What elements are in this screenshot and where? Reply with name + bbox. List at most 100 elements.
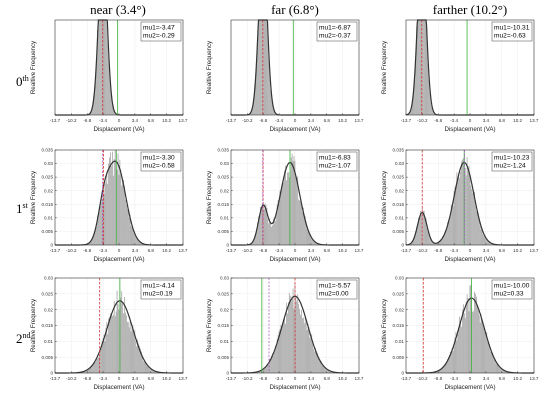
histogram-bar	[305, 322, 307, 373]
y-tick-label: 0.03	[44, 276, 53, 281]
histogram-bar	[424, 20, 426, 115]
x-tick-label: 10.2	[162, 118, 171, 123]
histogram-bar	[477, 306, 478, 373]
histogram-bar	[122, 179, 124, 245]
histogram-bar	[269, 71, 271, 115]
histogram-bar	[140, 242, 142, 245]
histogram-bar	[316, 350, 317, 373]
histogram-bar	[91, 109, 93, 115]
histogram-bar	[103, 334, 105, 373]
histogram-bar	[448, 355, 450, 373]
histogram-bars	[247, 20, 278, 115]
histogram-bar	[253, 98, 255, 115]
x-tick-label: 3.4	[483, 248, 490, 253]
histogram-bar	[154, 370, 155, 373]
histogram-bar	[140, 242, 141, 245]
histogram-bar	[98, 206, 100, 245]
histogram-bar	[477, 210, 478, 245]
x-tick-label: -13.7	[226, 376, 237, 381]
histogram-bar	[481, 228, 483, 245]
x-tick-label: -13.7	[226, 118, 237, 123]
histogram-bar	[265, 367, 267, 373]
histogram-bar	[94, 87, 96, 115]
histogram-bar	[451, 348, 453, 373]
histogram-bar	[305, 221, 307, 245]
histogram-bar	[94, 360, 96, 373]
histogram-bar	[420, 210, 421, 245]
histogram-bar	[102, 337, 104, 373]
histogram-bar	[419, 217, 420, 245]
row-label-base: 1	[16, 201, 23, 216]
histogram-bar	[278, 331, 280, 373]
histogram-bar	[426, 28, 428, 116]
histogram-bar	[268, 54, 270, 115]
histogram-bar	[438, 370, 440, 373]
histogram-bar	[472, 311, 474, 373]
y-tick-label: 0.03	[220, 276, 229, 281]
histogram-bar	[457, 179, 459, 245]
histogram-bar	[470, 185, 472, 245]
histogram-bar	[430, 94, 432, 115]
histogram-bars	[248, 153, 323, 245]
histogram-bar	[284, 170, 286, 245]
histogram-bar	[260, 207, 262, 245]
histogram-bar	[104, 184, 106, 245]
histogram-bar	[452, 351, 454, 373]
histogram-bar	[290, 157, 292, 245]
histogram-bar	[104, 341, 106, 373]
histogram-bars	[407, 152, 497, 245]
histogram-bar	[295, 295, 297, 373]
histogram-bar	[291, 153, 293, 245]
histogram-bar	[487, 340, 489, 373]
histogram-bar	[474, 291, 475, 373]
histogram-bar	[273, 355, 274, 373]
histogram-bar	[422, 20, 424, 115]
histogram-bar	[309, 235, 311, 245]
x-tick-label: 10.2	[162, 248, 171, 253]
histogram-bar	[416, 226, 418, 245]
histogram-bar	[84, 370, 86, 373]
histogram-bar	[278, 202, 280, 245]
histogram-bar	[252, 106, 254, 115]
histogram-bar	[280, 192, 282, 245]
histogram-bar	[96, 58, 97, 115]
histogram-bar	[266, 207, 268, 245]
histogram-bar	[307, 231, 309, 245]
histogram-bar	[290, 301, 292, 373]
x-tick-label: -6.8	[259, 118, 267, 123]
histogram-bar	[132, 325, 134, 373]
histogram-bar	[431, 240, 433, 245]
histogram-bar	[434, 371, 436, 373]
histogram-bar	[283, 319, 285, 373]
histogram-bar	[461, 161, 462, 245]
histogram-bar	[459, 178, 461, 245]
histogram-bar	[92, 364, 94, 373]
histogram-bar	[257, 37, 258, 115]
histogram-bar	[462, 304, 464, 373]
x-tick-label: 10.2	[162, 376, 171, 381]
x-tick-label: 3.4	[308, 248, 315, 253]
histogram-bar	[460, 320, 461, 373]
histogram-bar	[282, 182, 284, 245]
histogram-bar	[125, 199, 126, 245]
row-label-sup: st	[23, 201, 29, 210]
x-tick-label: 13.7	[179, 248, 188, 253]
histogram-bar	[300, 314, 301, 373]
histogram-bar	[423, 20, 425, 115]
histogram-bar	[450, 352, 452, 373]
histogram-bar	[130, 331, 132, 373]
legend-entry: mu2=-0.29	[143, 33, 175, 40]
histogram-bar	[142, 243, 144, 245]
x-tick-label: 3.4	[483, 118, 490, 123]
histogram-bar	[111, 315, 112, 373]
histogram-bar	[151, 369, 153, 373]
x-tick-label: -10.2	[66, 248, 77, 253]
histogram-bar	[136, 346, 138, 373]
y-axis-label: Realtive Frequency	[206, 40, 213, 94]
histogram-bar	[482, 321, 484, 373]
histogram-bar	[120, 169, 122, 245]
histogram-bar	[436, 371, 438, 373]
y-axis-label: Realtive Frequency	[206, 298, 213, 352]
histogram-bar	[317, 243, 319, 245]
histogram-bar	[87, 368, 89, 373]
